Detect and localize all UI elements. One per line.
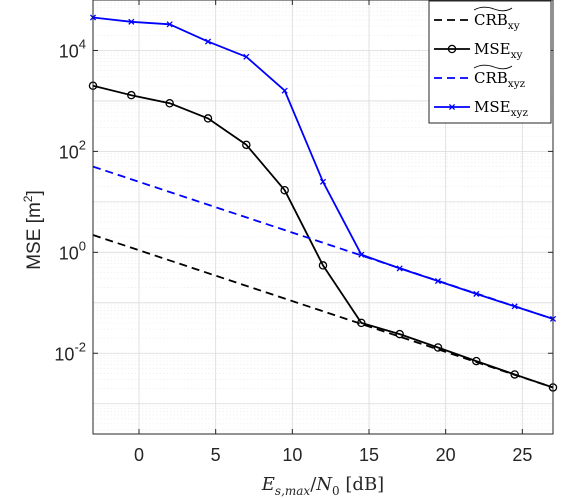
x-tick-label: 0 [134,445,144,465]
data-point-x [358,251,365,258]
x-axis-label: Es,max/N0 [dB] [261,474,384,498]
data-point-circle [510,370,519,379]
x-axis-label-slash: / [310,474,317,495]
legend-marker-x [448,103,456,111]
x-tick-label: 25 [512,445,532,465]
data-point-x [319,178,327,185]
x-axis-label-e: E [261,474,275,495]
series-line [92,84,554,389]
data-point-x [128,18,135,25]
data-point-circle [472,356,481,366]
data-point-x [281,87,288,94]
x-axis-label-n-sub: 0 [332,484,340,498]
data-point-x [434,277,442,285]
x-axis-label-e-sub: s,max [275,484,311,498]
legend-label: CRBxy [474,11,520,32]
legend-item: CRBxyz [434,64,526,90]
data-point-circle [395,329,404,339]
data-point-circle [433,343,443,352]
series-line [92,234,554,389]
series-mse-xyz [89,14,557,322]
data-point-x [243,53,250,60]
legend-tilde [473,6,513,12]
data-point-x [473,290,480,297]
data-point-circle [357,318,366,328]
y-axis-label-base: MSE [m [24,202,45,270]
y-axis-label: MSE [m2] [21,190,45,270]
x-tick-label: 15 [359,445,379,465]
y-tick-label: 102 [59,137,86,162]
x-axis-ticks: 0 5 10 15 20 25 [134,0,532,465]
y-axis-label-close: ] [24,190,45,195]
data-point-circle [242,140,251,150]
data-point-circle [165,98,174,108]
data-point-x [204,38,212,45]
data-point-x [166,21,173,28]
plot-area-frame [92,0,554,435]
y-tick-label: 100 [59,238,86,263]
y-axis-ticks: 10-2 100 102 104 [54,36,553,364]
data-point-circle [203,114,213,123]
y-tick-label: 104 [59,36,86,61]
x-axis-label-unit: [dB] [340,474,385,495]
legend-marker-circle [447,44,457,54]
data-point-x [511,303,518,310]
legend-item: MSExyz [434,98,528,119]
x-tick-label: 10 [282,445,302,465]
legend-label: MSExyz [474,98,528,119]
legend: CRBxy MSExy CRBxyz MSExyz [428,0,552,124]
data-point-x [396,265,403,272]
y-tick-label: 10-2 [54,339,86,364]
legend-tilde [473,64,513,70]
grid-major [93,0,553,434]
legend-item: MSExy [434,40,523,61]
legend-box [428,0,552,124]
data-point-circle [127,90,136,100]
series-layer [88,14,558,392]
data-point-circle [318,261,328,270]
legend-item: CRBxy [434,6,520,32]
x-axis-label-n: N [315,474,333,495]
legend-label: CRBxyz [474,69,526,90]
legend-label: MSExy [474,40,523,61]
x-tick-label: 20 [436,445,456,465]
y-axis-label-sup: 2 [21,195,35,202]
x-tick-label: 5 [211,445,221,465]
series-mse-xy [88,81,558,392]
series-crb-xy [92,234,554,389]
data-point-circle [280,185,289,195]
